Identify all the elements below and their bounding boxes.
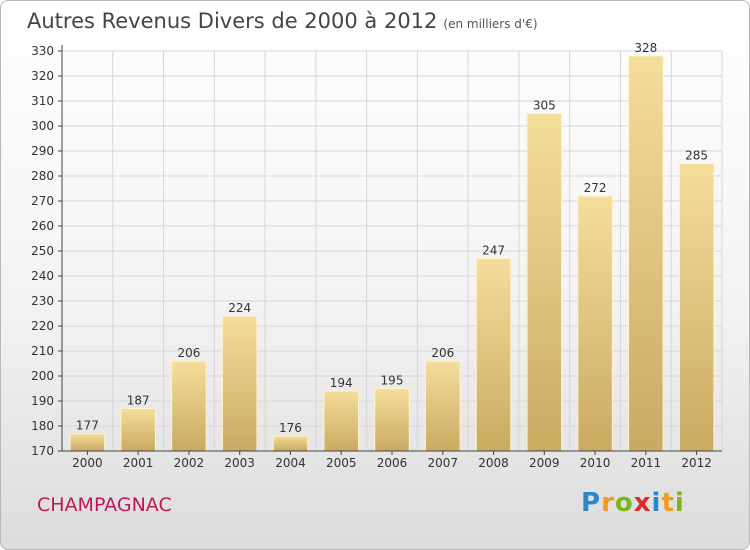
bars bbox=[69, 55, 715, 452]
bar-2008 bbox=[475, 258, 512, 452]
bar-2004 bbox=[272, 435, 309, 452]
y-tick-label: 190 bbox=[31, 394, 54, 408]
data-label-2004: 176 bbox=[279, 421, 302, 435]
y-tick-label: 170 bbox=[31, 444, 54, 458]
y-tick-label: 320 bbox=[31, 69, 54, 83]
bar-2007 bbox=[425, 360, 461, 452]
x-tick-label: 2001 bbox=[123, 456, 154, 470]
x-tick-label: 2009 bbox=[529, 456, 560, 470]
data-label-2009: 305 bbox=[533, 99, 556, 113]
data-label-2010: 272 bbox=[584, 181, 607, 195]
bar-2011 bbox=[628, 55, 664, 452]
x-tick-label: 2011 bbox=[631, 456, 662, 470]
y-tick-label: 210 bbox=[31, 344, 54, 358]
bar-2005 bbox=[323, 390, 359, 452]
bar-2012 bbox=[678, 163, 715, 452]
y-tick-label: 220 bbox=[31, 319, 54, 333]
bar-2000 bbox=[69, 433, 106, 452]
y-tick-label: 230 bbox=[31, 294, 54, 308]
y-tick-label: 300 bbox=[31, 119, 54, 133]
y-tick-label: 290 bbox=[31, 144, 54, 158]
y-tick-label: 270 bbox=[31, 194, 54, 208]
x-tick-label: 2010 bbox=[580, 456, 611, 470]
data-label-2011: 328 bbox=[634, 41, 657, 55]
y-tick-label: 240 bbox=[31, 269, 54, 283]
bar-2001 bbox=[120, 408, 156, 452]
x-tick-label: 2007 bbox=[427, 456, 458, 470]
x-tick-label: 2008 bbox=[478, 456, 509, 470]
x-tick-label: 2004 bbox=[275, 456, 306, 470]
bar-2010 bbox=[577, 195, 613, 452]
chart-title-text: Autres Revenus Divers de 2000 à 2012 bbox=[27, 9, 438, 33]
y-tick-label: 280 bbox=[31, 169, 54, 183]
data-label-2003: 224 bbox=[228, 301, 251, 315]
y-tick-label: 200 bbox=[31, 369, 54, 383]
y-tick-label: 250 bbox=[31, 244, 54, 258]
data-label-2000: 177 bbox=[76, 419, 99, 433]
data-label-2006: 195 bbox=[381, 374, 404, 388]
data-label-2007: 206 bbox=[431, 346, 454, 360]
data-label-2002: 206 bbox=[177, 346, 200, 360]
bar-2006 bbox=[374, 388, 410, 452]
y-tick-label: 330 bbox=[31, 44, 54, 58]
y-tick-label: 180 bbox=[31, 419, 54, 433]
data-labels: 177 187 206 224 176 194 195 206 247 305 272 328 285 bbox=[76, 41, 708, 435]
x-tick-label: 2003 bbox=[224, 456, 255, 470]
x-tick-label: 2002 bbox=[174, 456, 205, 470]
data-label-2008: 247 bbox=[482, 244, 505, 258]
y-tick-label: 310 bbox=[31, 94, 54, 108]
x-tick-label: 2000 bbox=[72, 456, 103, 470]
axes: 170 180 190 200 210 220 230 240 250 260 270 280 290 3… bbox=[31, 44, 722, 470]
x-tick-label: 2006 bbox=[377, 456, 408, 470]
chart-title: Autres Revenus Divers de 2000 à 2012 (en … bbox=[27, 9, 538, 33]
data-label-2001: 187 bbox=[127, 394, 150, 408]
data-label-2005: 194 bbox=[330, 376, 353, 390]
chart-subtitle: (en milliers d'€) bbox=[443, 17, 538, 31]
bar-2009 bbox=[526, 113, 563, 452]
proxiti-logo: Proxiti bbox=[581, 488, 685, 518]
data-label-2012: 285 bbox=[685, 149, 708, 163]
bar-2003 bbox=[221, 315, 258, 452]
place-name: CHAMPAGNAC bbox=[37, 494, 172, 516]
y-tick-label: 260 bbox=[31, 219, 54, 233]
x-tick-label: 2005 bbox=[326, 456, 357, 470]
x-tick-label: 2012 bbox=[681, 456, 712, 470]
bar-2002 bbox=[171, 360, 207, 452]
